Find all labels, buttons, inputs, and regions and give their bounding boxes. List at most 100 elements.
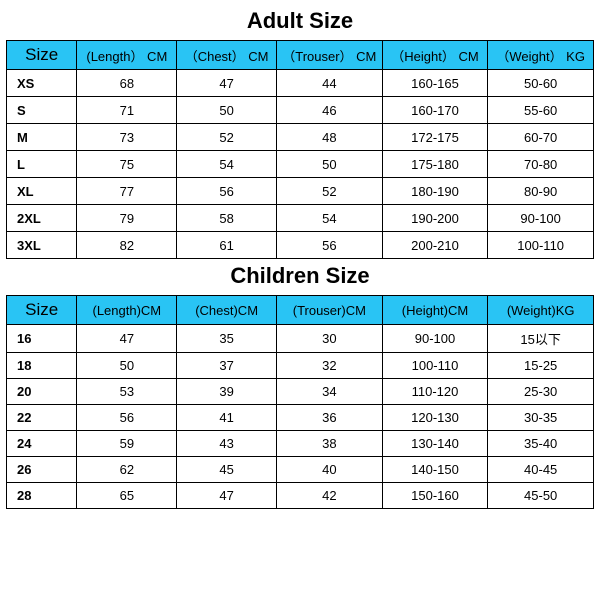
adult-col-header: （Height） CM [382,41,488,70]
value-cell: 43 [177,431,277,457]
size-cell: 26 [7,457,77,483]
value-cell: 15以下 [488,325,594,353]
size-cell: 28 [7,483,77,509]
table-row: 18503732100-11015-25 [7,353,594,379]
children-tbody: 1647353090-10015以下18503732100-11015-2520… [7,325,594,509]
value-cell: 73 [77,124,177,151]
value-cell: 80-90 [488,178,594,205]
value-cell: 30-35 [488,405,594,431]
value-cell: 50-60 [488,70,594,97]
table-row: S715046160-17055-60 [7,97,594,124]
value-cell: 37 [177,353,277,379]
value-cell: 47 [177,483,277,509]
value-cell: 35 [177,325,277,353]
children-col-header: (Length)CM [77,296,177,325]
value-cell: 82 [77,232,177,259]
value-cell: 100-110 [382,353,488,379]
value-cell: 130-140 [382,431,488,457]
table-row: XS684744160-16550-60 [7,70,594,97]
table-row: 20533934110-12025-30 [7,379,594,405]
value-cell: 160-170 [382,97,488,124]
value-cell: 52 [177,124,277,151]
children-col-header: (Weight)KG [488,296,594,325]
value-cell: 140-150 [382,457,488,483]
value-cell: 61 [177,232,277,259]
value-cell: 190-200 [382,205,488,232]
adult-title: Adult Size [6,8,594,34]
value-cell: 15-25 [488,353,594,379]
value-cell: 56 [277,232,383,259]
value-cell: 68 [77,70,177,97]
value-cell: 47 [77,325,177,353]
table-row: M735248172-17560-70 [7,124,594,151]
table-row: 3XL826156200-210100-110 [7,232,594,259]
value-cell: 172-175 [382,124,488,151]
value-cell: 56 [177,178,277,205]
value-cell: 48 [277,124,383,151]
adult-thead: Size(Length） CM（Chest） CM（Trouser） CM（He… [7,41,594,70]
children-col-header: (Height)CM [382,296,488,325]
value-cell: 150-160 [382,483,488,509]
table-row: 2XL795854190-20090-100 [7,205,594,232]
value-cell: 25-30 [488,379,594,405]
size-cell: 18 [7,353,77,379]
adult-header-row: Size(Length） CM（Chest） CM（Trouser） CM（He… [7,41,594,70]
value-cell: 36 [277,405,383,431]
children-col-header: Size [7,296,77,325]
value-cell: 40 [277,457,383,483]
children-thead: Size(Length)CM(Chest)CM(Trouser)CM(Heigh… [7,296,594,325]
children-title: Children Size [6,263,594,289]
value-cell: 79 [77,205,177,232]
size-cell: S [7,97,77,124]
value-cell: 65 [77,483,177,509]
value-cell: 100-110 [488,232,594,259]
size-cell: 22 [7,405,77,431]
adult-col-header: Size [7,41,77,70]
value-cell: 46 [277,97,383,124]
value-cell: 32 [277,353,383,379]
value-cell: 41 [177,405,277,431]
value-cell: 59 [77,431,177,457]
adult-col-header: (Length） CM [77,41,177,70]
value-cell: 175-180 [382,151,488,178]
size-cell: XS [7,70,77,97]
value-cell: 53 [77,379,177,405]
table-row: XL775652180-19080-90 [7,178,594,205]
value-cell: 52 [277,178,383,205]
table-row: 24594338130-14035-40 [7,431,594,457]
size-cell: L [7,151,77,178]
adult-col-header: （Trouser） CM [277,41,383,70]
value-cell: 50 [277,151,383,178]
value-cell: 180-190 [382,178,488,205]
value-cell: 120-130 [382,405,488,431]
value-cell: 62 [77,457,177,483]
value-cell: 90-100 [488,205,594,232]
value-cell: 35-40 [488,431,594,457]
children-col-header: (Chest)CM [177,296,277,325]
value-cell: 34 [277,379,383,405]
table-row: 26624540140-15040-45 [7,457,594,483]
children-table: Size(Length)CM(Chest)CM(Trouser)CM(Heigh… [6,295,594,509]
value-cell: 55-60 [488,97,594,124]
value-cell: 54 [277,205,383,232]
adult-tbody: XS684744160-16550-60S715046160-17055-60M… [7,70,594,259]
value-cell: 200-210 [382,232,488,259]
value-cell: 70-80 [488,151,594,178]
table-row: 22564136120-13030-35 [7,405,594,431]
value-cell: 60-70 [488,124,594,151]
value-cell: 75 [77,151,177,178]
value-cell: 77 [77,178,177,205]
value-cell: 56 [77,405,177,431]
value-cell: 39 [177,379,277,405]
size-cell: 16 [7,325,77,353]
value-cell: 50 [177,97,277,124]
value-cell: 42 [277,483,383,509]
size-cell: 3XL [7,232,77,259]
value-cell: 90-100 [382,325,488,353]
value-cell: 58 [177,205,277,232]
size-cell: 20 [7,379,77,405]
size-cell: M [7,124,77,151]
value-cell: 110-120 [382,379,488,405]
value-cell: 44 [277,70,383,97]
value-cell: 45-50 [488,483,594,509]
